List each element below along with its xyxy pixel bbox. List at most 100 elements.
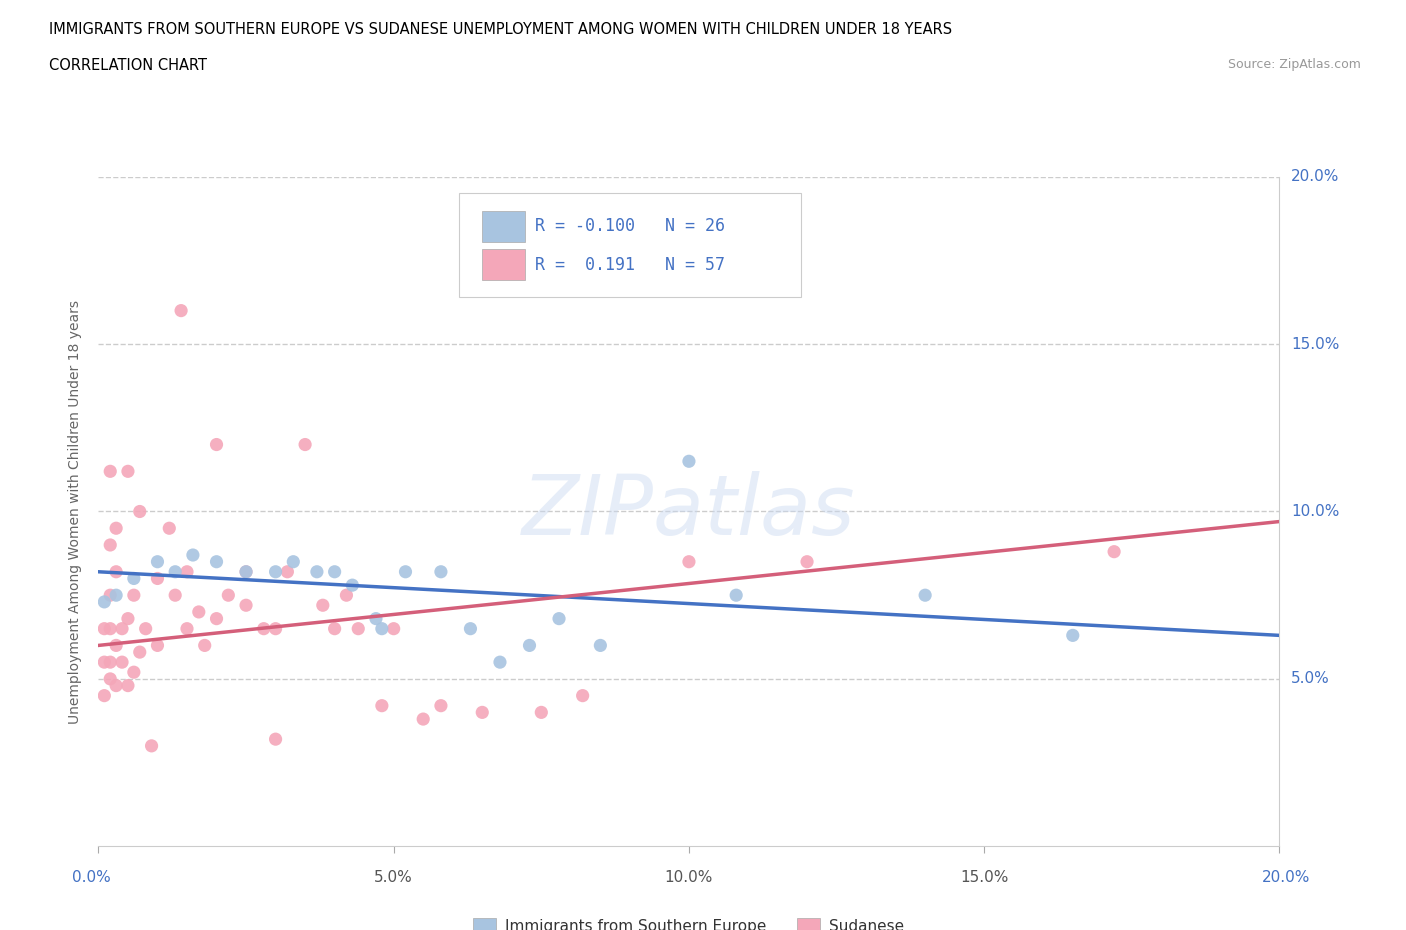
Point: [342, 578, 364, 592]
Point: [98, 671, 121, 686]
Point: [235, 565, 257, 579]
FancyBboxPatch shape: [458, 193, 801, 298]
Point: [122, 571, 145, 586]
Point: [235, 565, 257, 579]
Point: [1102, 544, 1125, 559]
Text: 20.0%: 20.0%: [1291, 169, 1340, 184]
Point: [176, 621, 198, 636]
Point: [283, 554, 305, 569]
Text: 10.0%: 10.0%: [665, 870, 713, 884]
Point: [176, 565, 198, 579]
Point: [181, 548, 204, 563]
Point: [312, 598, 335, 613]
Point: [105, 521, 128, 536]
Point: [93, 688, 115, 703]
Point: [98, 588, 121, 603]
Point: [105, 678, 128, 693]
Point: [305, 565, 328, 579]
Point: [205, 554, 228, 569]
Point: [165, 588, 187, 603]
Point: [519, 638, 541, 653]
Point: [294, 437, 316, 452]
Point: [1062, 628, 1084, 643]
Point: [128, 644, 150, 659]
Point: [678, 554, 700, 569]
Text: 15.0%: 15.0%: [1291, 337, 1340, 352]
Point: [117, 611, 139, 626]
Point: [117, 678, 139, 693]
Point: [394, 565, 416, 579]
Text: 15.0%: 15.0%: [960, 870, 1008, 884]
Point: [253, 621, 276, 636]
Point: [796, 554, 818, 569]
Point: [382, 621, 405, 636]
Point: [530, 705, 553, 720]
Point: [471, 705, 494, 720]
Point: [194, 638, 217, 653]
Point: [264, 565, 287, 579]
Text: Source: ZipAtlas.com: Source: ZipAtlas.com: [1227, 58, 1361, 71]
Point: [371, 698, 394, 713]
Point: [430, 698, 453, 713]
Point: [105, 588, 128, 603]
Text: R = -0.100   N = 26: R = -0.100 N = 26: [536, 218, 725, 235]
Point: [122, 588, 145, 603]
Point: [135, 621, 157, 636]
Text: ZIPatlas: ZIPatlas: [522, 471, 856, 552]
Point: [371, 621, 394, 636]
Point: [571, 688, 593, 703]
Point: [205, 437, 228, 452]
Legend: Immigrants from Southern Europe, Sudanese: Immigrants from Southern Europe, Sudanes…: [465, 910, 912, 930]
Point: [548, 611, 571, 626]
Point: [335, 588, 357, 603]
Point: [157, 521, 180, 536]
Text: 5.0%: 5.0%: [374, 870, 413, 884]
Point: [146, 571, 169, 586]
Point: [678, 454, 700, 469]
Point: [205, 611, 228, 626]
Point: [146, 638, 169, 653]
Text: IMMIGRANTS FROM SOUTHERN EUROPE VS SUDANESE UNEMPLOYMENT AMONG WOMEN WITH CHILDR: IMMIGRANTS FROM SOUTHERN EUROPE VS SUDAN…: [49, 22, 952, 37]
Point: [98, 464, 121, 479]
Point: [93, 594, 115, 609]
FancyBboxPatch shape: [482, 249, 524, 280]
Text: CORRELATION CHART: CORRELATION CHART: [49, 58, 207, 73]
Point: [105, 638, 128, 653]
Point: [117, 464, 139, 479]
Point: [364, 611, 387, 626]
Point: [98, 655, 121, 670]
Point: [122, 665, 145, 680]
Y-axis label: Unemployment Among Women with Children Under 18 years: Unemployment Among Women with Children U…: [69, 299, 83, 724]
Point: [187, 604, 209, 619]
Point: [93, 621, 115, 636]
Point: [460, 621, 482, 636]
Text: 20.0%: 20.0%: [1263, 870, 1310, 884]
Point: [128, 504, 150, 519]
Point: [98, 621, 121, 636]
Text: 10.0%: 10.0%: [1291, 504, 1340, 519]
Point: [105, 565, 128, 579]
Point: [98, 538, 121, 552]
Point: [146, 554, 169, 569]
Point: [276, 565, 298, 579]
Point: [170, 303, 193, 318]
Text: R =  0.191   N = 57: R = 0.191 N = 57: [536, 256, 725, 274]
Point: [217, 588, 239, 603]
Point: [165, 565, 187, 579]
Point: [264, 732, 287, 747]
FancyBboxPatch shape: [482, 211, 524, 242]
Point: [111, 621, 134, 636]
Point: [725, 588, 748, 603]
Text: 0.0%: 0.0%: [72, 870, 111, 884]
Point: [111, 655, 134, 670]
Point: [412, 711, 434, 726]
Point: [323, 621, 346, 636]
Point: [489, 655, 512, 670]
Point: [589, 638, 612, 653]
Point: [264, 621, 287, 636]
Point: [914, 588, 936, 603]
Point: [323, 565, 346, 579]
Point: [347, 621, 370, 636]
Text: 5.0%: 5.0%: [1291, 671, 1330, 686]
Point: [141, 738, 163, 753]
